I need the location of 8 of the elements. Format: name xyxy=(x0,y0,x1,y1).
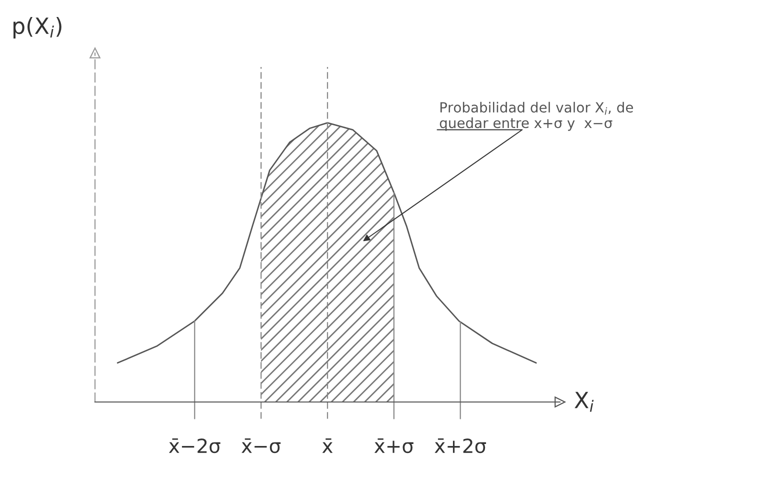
x-axis-title: X$_{i}$ xyxy=(574,392,594,412)
x-tick-label: x̄+2σ xyxy=(434,438,486,454)
annotation: Probabilidad del valor X$_{i}$, de quedar entre x+σ y x−σ xyxy=(440,102,633,131)
x-tick-label: x̄−2σ xyxy=(168,438,220,454)
x-tick-label: x̄+σ xyxy=(374,438,414,454)
y-axis-title: p(X$_{i}$) xyxy=(14,16,62,38)
x-tick-label: x̄ xyxy=(322,438,333,453)
x-tick-label: x̄−σ xyxy=(242,438,281,454)
